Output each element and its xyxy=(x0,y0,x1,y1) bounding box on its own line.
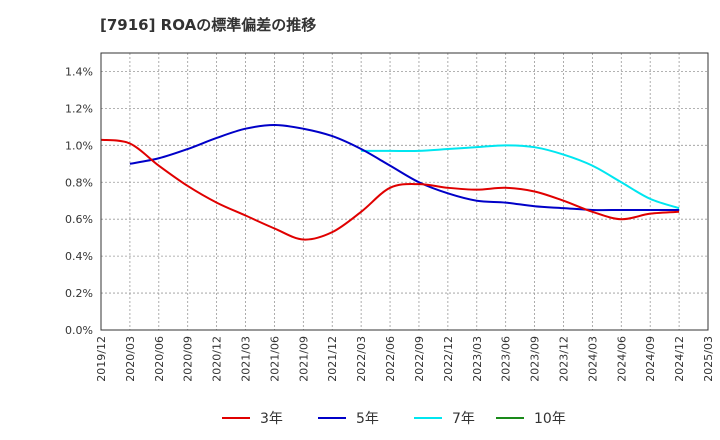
x-tick-label: 2022/12 xyxy=(442,336,455,382)
legend-label: 5年 xyxy=(356,411,379,427)
x-tick-label: 2020/12 xyxy=(211,336,224,382)
series-line-1 xyxy=(129,124,680,212)
x-tick-label: 2022/09 xyxy=(413,336,426,382)
x-tick-label: 2023/12 xyxy=(557,336,570,382)
series-line-2 xyxy=(361,144,680,210)
y-tick-label: 0.8% xyxy=(65,176,93,189)
y-tick-label: 1.0% xyxy=(65,139,93,152)
x-tick-label: 2025/03 xyxy=(702,336,715,382)
legend-label: 10年 xyxy=(534,411,566,427)
x-tick-label: 2024/09 xyxy=(644,336,657,382)
y-tick-label: 0.6% xyxy=(65,213,93,226)
x-tick-label: 2021/06 xyxy=(268,336,281,382)
x-tick-label: 2020/09 xyxy=(182,336,195,382)
x-tick-label: 2023/03 xyxy=(471,336,484,382)
x-tick-label: 2022/06 xyxy=(384,336,397,382)
legend-item: 10年 xyxy=(496,408,566,428)
legend-swatch xyxy=(318,417,346,419)
y-tick-label: 0.4% xyxy=(65,250,93,263)
x-tick-label: 2020/03 xyxy=(124,336,137,382)
legend-swatch xyxy=(414,417,442,419)
x-tick-label: 2019/12 xyxy=(95,336,108,382)
x-tick-label: 2024/12 xyxy=(673,336,686,382)
x-tick-label: 2021/03 xyxy=(240,336,253,382)
chart-title: [7916] ROAの標準偏差の推移 xyxy=(100,16,317,34)
plot-frame xyxy=(100,52,709,331)
legend-swatch xyxy=(222,417,250,419)
y-tick-label: 0.2% xyxy=(65,287,93,300)
legend-label: 3年 xyxy=(260,411,283,427)
y-axis-ticks: 0.0% 0.2% 0.4% 0.6% 0.8% 1.0% 1.2% 1.4% xyxy=(65,65,93,337)
x-tick-label: 2021/12 xyxy=(326,336,339,382)
x-tick-label: 2021/09 xyxy=(297,336,310,382)
legend-label: 7年 xyxy=(452,411,475,427)
x-tick-label: 2024/03 xyxy=(586,336,599,382)
legend-row: 3年 5年 7年 10年 xyxy=(0,408,720,428)
y-tick-label: 1.2% xyxy=(65,102,93,115)
grid-layer xyxy=(101,53,708,330)
legend-item: 3年 xyxy=(222,408,283,428)
x-tick-label: 2020/06 xyxy=(153,336,166,382)
legend-item: 7年 xyxy=(414,408,475,428)
series-layer xyxy=(100,124,680,241)
x-tick-label: 2024/06 xyxy=(615,336,628,382)
x-tick-label: 2023/06 xyxy=(500,336,513,382)
y-tick-label: 1.4% xyxy=(65,65,93,78)
x-axis-ticks: 2019/12 2020/03 2020/06 2020/09 2020/12 2021/… xyxy=(95,336,715,382)
legend-swatch xyxy=(496,417,524,419)
x-tick-label: 2023/09 xyxy=(529,336,542,382)
x-tick-label: 2022/03 xyxy=(355,336,368,382)
legend-item: 5年 xyxy=(318,408,379,428)
y-tick-label: 0.0% xyxy=(65,324,93,337)
